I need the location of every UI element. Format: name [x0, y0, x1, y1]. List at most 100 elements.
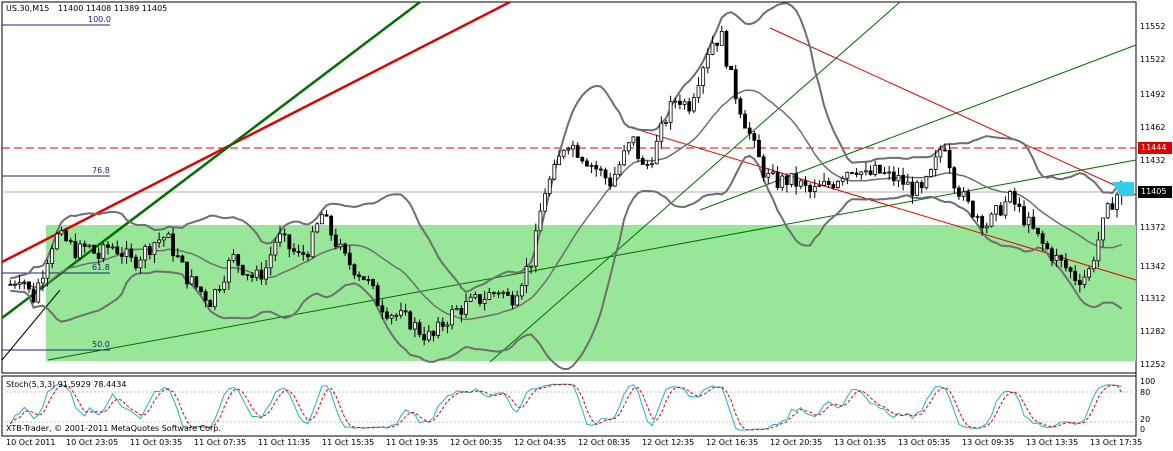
candle — [236, 253, 241, 273]
candle — [654, 134, 659, 165]
candle — [743, 109, 747, 129]
candle — [78, 239, 82, 260]
stoch-signal-line — [9, 383, 1123, 431]
time-tick: 12 Oct 08:35 — [578, 438, 631, 447]
candle — [775, 166, 780, 191]
candle — [385, 307, 389, 321]
candle — [705, 48, 710, 74]
channel-upper-red — [769, 27, 1137, 196]
candle — [761, 153, 766, 182]
candle — [417, 319, 422, 338]
candle — [440, 317, 445, 332]
candle — [882, 166, 887, 175]
candle — [161, 236, 166, 247]
stoch-tick: 20 — [1140, 415, 1151, 424]
time-tick: 11 Oct 15:35 — [322, 438, 375, 447]
time-tick: 12 Oct 20:35 — [770, 438, 823, 447]
candle — [1003, 196, 1008, 219]
stoch-tick: 0 — [1140, 425, 1146, 434]
candle — [864, 162, 868, 176]
time-tick: 12 Oct 00:35 — [450, 438, 503, 447]
time-tick: 10 Oct 23:05 — [66, 438, 119, 447]
candle — [817, 180, 822, 187]
candle — [338, 238, 343, 251]
candle — [208, 299, 213, 308]
candle — [589, 162, 594, 174]
candle — [157, 232, 162, 248]
candle — [771, 164, 775, 176]
candle — [626, 141, 631, 155]
time-tick: 12 Oct 16:35 — [706, 438, 759, 447]
candle — [961, 187, 966, 201]
candle — [375, 282, 380, 307]
bollinger-lower — [10, 154, 1123, 371]
candle — [929, 168, 933, 178]
price-tick: 11492 — [1140, 90, 1166, 99]
candle — [640, 155, 645, 165]
candle — [757, 134, 761, 158]
current-price-tag: 11405 — [1138, 186, 1172, 198]
candle — [822, 172, 826, 187]
candle — [403, 303, 408, 316]
candle — [622, 144, 627, 167]
candle — [333, 228, 338, 250]
candle — [468, 293, 473, 303]
candle — [254, 265, 259, 281]
thin-green-trendline-b — [47, 159, 1137, 361]
time-tick: 11 Oct 11:35 — [258, 438, 311, 447]
candle — [780, 173, 785, 191]
candle — [101, 242, 106, 263]
candle — [124, 240, 129, 264]
fib-label-76: 76.8 — [92, 166, 110, 175]
candle — [8, 279, 13, 286]
candle — [482, 291, 487, 311]
candle — [505, 288, 510, 297]
candle — [845, 171, 850, 185]
candlesticks — [8, 25, 1124, 346]
candle — [492, 291, 496, 298]
candle — [561, 149, 566, 160]
candle — [171, 227, 175, 262]
candle — [473, 291, 478, 300]
candle — [859, 171, 864, 180]
copyright-text: XTB-Trader, © 2001-2011 MetaQuotes Softw… — [6, 424, 221, 433]
price-tick: 11522 — [1140, 55, 1166, 64]
price-tick: 11552 — [1140, 22, 1166, 31]
candle — [947, 143, 952, 174]
candle — [836, 179, 840, 189]
candle — [636, 136, 640, 163]
candle — [50, 245, 55, 269]
candle — [464, 293, 468, 319]
candle — [905, 173, 910, 185]
candle — [617, 161, 622, 177]
candle — [752, 130, 757, 148]
candle — [324, 210, 329, 217]
candle — [873, 160, 878, 177]
candle — [538, 203, 543, 232]
candle — [478, 294, 482, 307]
candle — [1091, 256, 1096, 273]
candle — [729, 65, 733, 71]
candle — [524, 258, 529, 294]
candle — [138, 256, 143, 274]
candle — [36, 278, 41, 304]
candle — [454, 305, 459, 311]
candle — [980, 214, 985, 236]
candle — [543, 188, 547, 212]
candle — [273, 237, 278, 262]
candle — [426, 325, 431, 343]
candle — [431, 330, 436, 342]
candle — [445, 321, 450, 334]
candle — [984, 222, 989, 234]
candle — [352, 263, 357, 280]
candle — [784, 173, 789, 193]
candle — [501, 290, 506, 299]
candle — [970, 200, 975, 219]
candle — [250, 271, 255, 283]
candle — [789, 173, 794, 188]
candle — [371, 278, 375, 290]
candle — [1017, 197, 1022, 213]
candle — [13, 280, 17, 289]
candle — [1031, 209, 1036, 230]
